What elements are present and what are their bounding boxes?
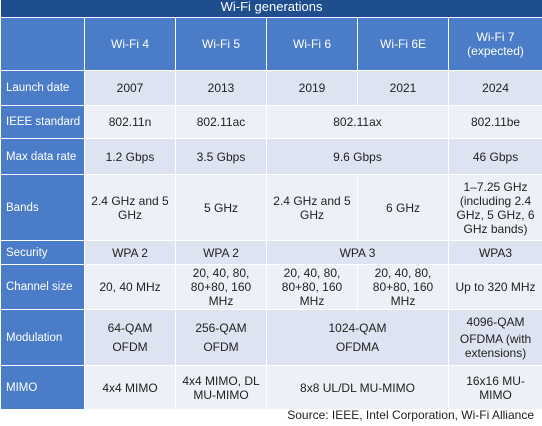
table-row: Bands 2.4 GHz and 5 GHz 5 GHz 2.4 GHz an…: [0, 174, 542, 241]
cell: 8x8 UL/DL MU-MIMO: [266, 365, 449, 410]
wifi-generations-table: Wi-Fi generations Wi-Fi 4 Wi-Fi 5 Wi-Fi …: [0, 0, 542, 410]
cell: WPA 2: [175, 240, 267, 265]
cell: 4x4 MIMO, DL MU-MIMO: [175, 365, 267, 410]
cell: 802.11n: [84, 105, 176, 139]
cell: 2.4 GHz and 5 GHz: [266, 174, 358, 241]
cell: 4x4 MIMO: [84, 365, 176, 410]
cell: 1.2 Gbps: [84, 138, 176, 175]
cell: 1–7.25 GHz (including 2.4 GHz, 5 GHz, 6 …: [447, 174, 542, 241]
cell-line: 1024-QAM: [328, 321, 387, 335]
header-wifi-5: Wi-Fi 5: [175, 17, 267, 71]
table-row: Channel size 20, 40 MHz 20, 40, 80, 80+8…: [0, 264, 542, 310]
table-row: Launch date 2007 2013 2019 2021 2024: [0, 70, 542, 106]
cell: WPA3: [447, 240, 542, 265]
cell: 2021: [357, 70, 449, 106]
cell-line: OFDMA (with extensions): [459, 332, 532, 360]
header-wifi-4: Wi-Fi 4: [84, 17, 176, 71]
source-note: Source: IEEE, Intel Corporation, Wi-Fi A…: [287, 408, 534, 422]
cell-line: OFDM: [112, 340, 148, 354]
cell: 2007: [84, 70, 176, 106]
cell: 2019: [266, 70, 358, 106]
cell: 20, 40, 80, 80+80, 160 MHz: [266, 264, 358, 310]
cell-line: OFDM: [203, 340, 239, 354]
row-label-bands: Bands: [0, 174, 85, 241]
cell: 1024-QAM OFDMA: [266, 309, 449, 366]
header-wifi-7: Wi-Fi 7 (expected): [447, 17, 542, 71]
cell: 5 GHz: [175, 174, 267, 241]
cell: 2.4 GHz and 5 GHz: [84, 174, 176, 241]
cell: 64-QAM OFDM: [84, 309, 176, 366]
table-row: MIMO 4x4 MIMO 4x4 MIMO, DL MU-MIMO 8x8 U…: [0, 365, 542, 410]
row-label-ieee: IEEE standard: [0, 105, 85, 139]
row-label-channel: Channel size: [0, 264, 85, 310]
cell: 2024: [447, 70, 542, 106]
cell: 6 GHz: [357, 174, 449, 241]
cell-line: 4096-QAM: [466, 315, 525, 329]
table-row: Security WPA 2 WPA 2 WPA 3 WPA3: [0, 240, 542, 265]
cell-line: 256-QAM: [195, 321, 247, 335]
header-wifi-6: Wi-Fi 6: [266, 17, 358, 71]
cell: 20, 40, 80, 80+80, 160 MHz: [175, 264, 267, 310]
header-wifi-6e: Wi-Fi 6E: [357, 17, 449, 71]
cell: 802.11ax: [266, 105, 449, 139]
row-label-security: Security: [0, 240, 85, 265]
header-blank: [0, 17, 85, 71]
row-label-maxrate: Max data rate: [0, 138, 85, 175]
cell: 16x16 MU-MIMO: [447, 365, 542, 410]
cell: WPA 3: [266, 240, 449, 265]
cell: 2013: [175, 70, 267, 106]
cell: 20, 40 MHz: [84, 264, 176, 310]
cell: 802.11ac: [175, 105, 267, 139]
row-label-launch: Launch date: [0, 70, 85, 106]
row-label-modulation: Modulation: [0, 309, 85, 366]
cell: 3.5 Gbps: [175, 138, 267, 175]
cell: 20, 40, 80, 80+80, 160 MHz: [357, 264, 449, 310]
table-row: IEEE standard 802.11n 802.11ac 802.11ax …: [0, 105, 542, 139]
cell: 4096-QAM OFDMA (with extensions): [447, 309, 542, 366]
cell: Up to 320 MHz: [447, 264, 542, 310]
cell-line: OFDMA: [335, 340, 380, 354]
cell-line: 64-QAM: [107, 321, 153, 335]
table-row: Modulation 64-QAM OFDM 256-QAM OFDM 1024-Q…: [0, 309, 542, 366]
table-row: Max data rate 1.2 Gbps 3.5 Gbps 9.6 Gbps…: [0, 138, 542, 175]
cell: WPA 2: [84, 240, 176, 265]
cell: 256-QAM OFDM: [175, 309, 267, 366]
table-title: Wi-Fi generations: [0, 0, 542, 18]
cell: 802.11be: [447, 105, 542, 139]
cell: 46 Gbps: [447, 138, 542, 175]
cell: 9.6 Gbps: [266, 138, 449, 175]
row-label-mimo: MIMO: [0, 365, 85, 410]
